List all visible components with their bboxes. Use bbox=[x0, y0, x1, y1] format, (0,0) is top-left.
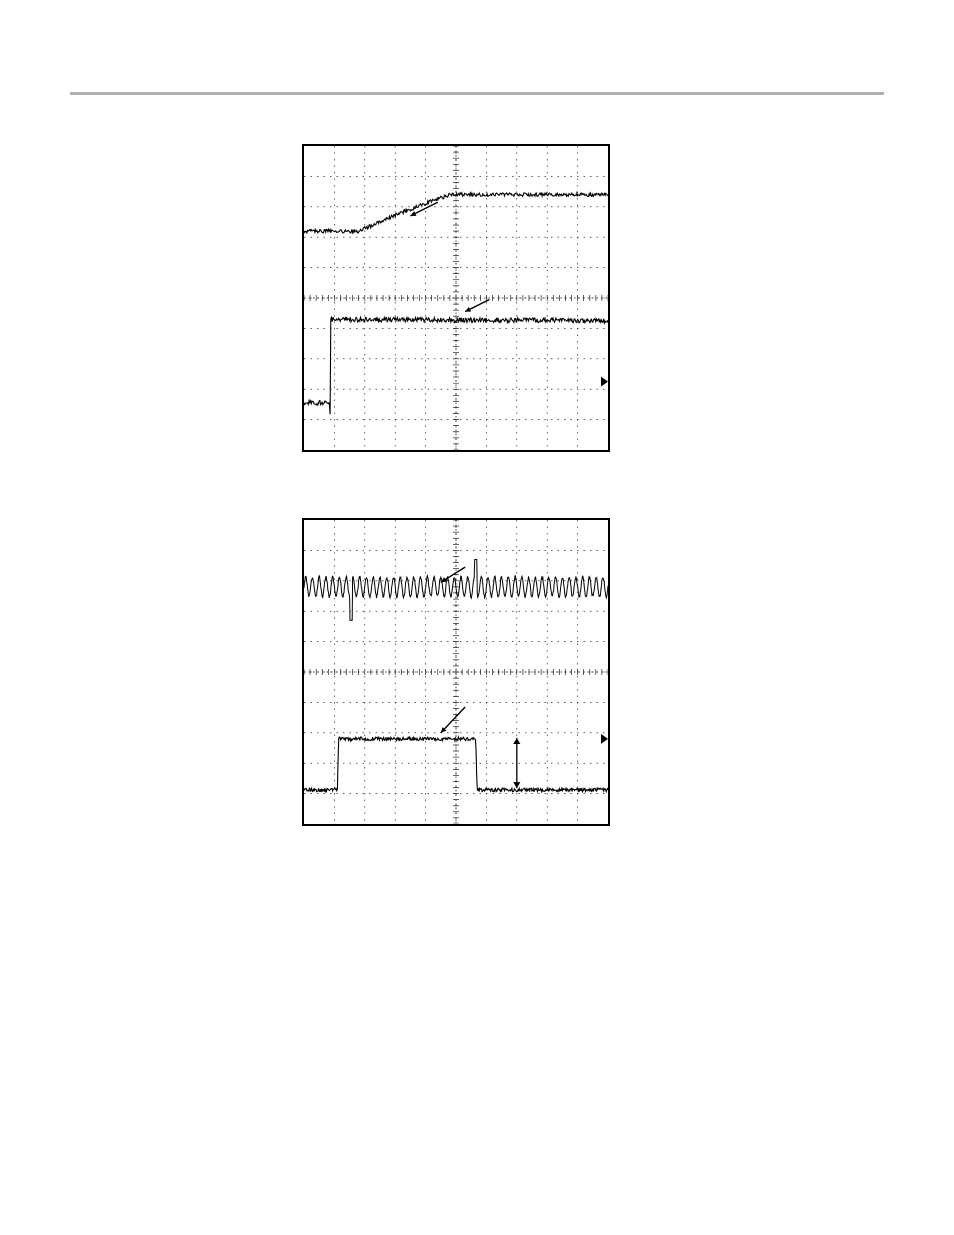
figure-2-oscilloscope bbox=[302, 518, 610, 826]
figure-2-svg bbox=[304, 520, 608, 824]
figure-1-oscilloscope bbox=[302, 144, 610, 452]
page-header-rule bbox=[70, 92, 884, 95]
figure-1-svg bbox=[304, 146, 608, 450]
